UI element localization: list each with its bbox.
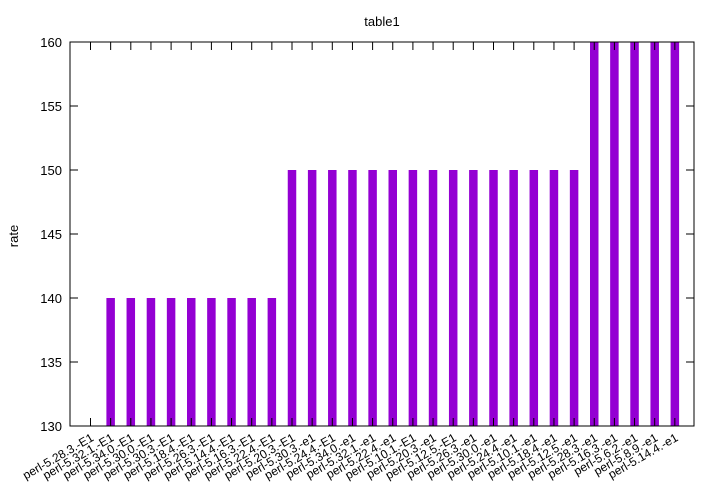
y-tick-label: 145 [40,227,62,242]
bar [529,170,539,426]
bar [368,170,377,426]
bar [267,298,277,426]
bar [166,298,176,426]
bar [106,298,115,426]
bar [247,298,256,426]
bar [610,42,619,426]
bar [428,170,438,426]
bar [227,298,236,426]
y-tick-label: 155 [40,99,62,114]
bar [448,170,458,426]
bar [569,170,579,426]
bar [348,170,357,426]
bar [328,170,337,426]
bar [126,298,136,426]
bar [207,298,216,426]
plot-frame [69,41,695,427]
bar [489,170,498,426]
y-axis-label: rate [6,225,21,247]
y-tick-label: 130 [40,419,62,434]
chart-title: table1 [364,14,399,29]
bar [670,42,680,426]
bars-group [106,42,680,426]
y-tick-label: 140 [40,291,62,306]
bar [287,170,297,426]
bar [307,170,317,426]
bar [408,170,418,426]
bar [469,170,478,426]
y-tick-label: 160 [40,35,62,50]
bar [650,42,659,426]
bar [187,298,196,426]
bar [509,170,518,426]
y-tick-label: 150 [40,163,62,178]
bar [549,170,559,426]
y-tick-label: 135 [40,355,62,370]
x-axis-ticks: perl-5.28.3.-E1perl-5.32.1.-E1perl-5.34.… [20,42,681,482]
bar [388,170,397,426]
bar [630,42,639,426]
bar [590,42,599,426]
bar [146,298,156,426]
